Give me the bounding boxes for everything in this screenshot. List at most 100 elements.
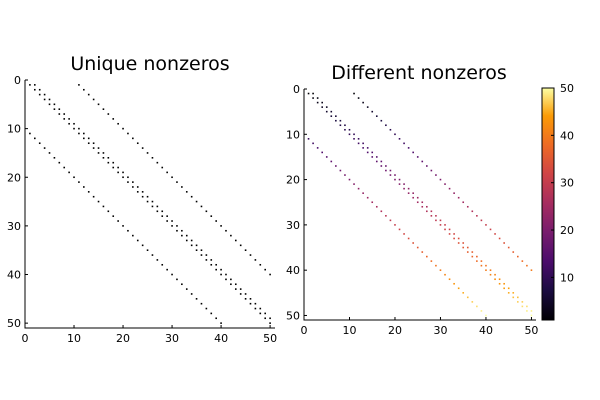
nonzero-mark [426, 255, 428, 258]
nonzero-mark [156, 161, 159, 164]
nonzero-mark [375, 160, 378, 163]
chart-title: Different nonzeros [331, 62, 507, 84]
nonzero-mark [389, 174, 392, 176]
nonzero-mark [407, 192, 410, 194]
nonzero-mark [200, 249, 203, 251]
nonzero-mark [83, 132, 85, 135]
nonzero-mark [357, 142, 360, 145]
nonzero-mark [146, 152, 149, 154]
colorbar: 10 20 30 40 50 [541, 82, 574, 321]
nonzero-mark [112, 215, 115, 217]
nonzero-mark [385, 169, 387, 172]
nonzero-mark [466, 296, 469, 299]
y-tick-label: 30 [286, 219, 300, 232]
x-tick-label: 0 [22, 332, 29, 345]
nonzero-mark [457, 242, 460, 244]
nonzero-mark [249, 298, 252, 300]
nonzero-mark [344, 124, 346, 127]
nonzero-mark [112, 118, 115, 120]
nonzero-mark [156, 210, 159, 213]
nonzero-mark [321, 151, 323, 154]
nonzero-mark [371, 110, 374, 113]
nonzero-mark [136, 239, 139, 242]
nonzero-mark [371, 151, 374, 154]
nonzero-mark [176, 225, 178, 227]
nonzero-mark [181, 229, 183, 232]
colorbar-tick-label: 10 [560, 271, 574, 284]
nonzero-mark [430, 169, 433, 172]
nonzero-mark [53, 103, 56, 106]
nonzero-mark [107, 113, 110, 115]
nonzero-mark [530, 269, 533, 271]
x-tick-label: 30 [433, 324, 447, 337]
nonzero-mark [102, 157, 105, 159]
nonzero-mark [112, 161, 115, 164]
nonzero-mark [426, 210, 428, 213]
nonzero-mark [239, 288, 242, 290]
nonzero-mark [63, 166, 66, 169]
nonzero-mark [73, 176, 75, 179]
colorbar-tick-label: 50 [560, 82, 574, 95]
nonzero-mark [122, 127, 124, 130]
nonzero-mark [457, 196, 460, 199]
y-tick-label: 10 [286, 128, 300, 141]
nonzero-mark [234, 239, 237, 242]
nonzero-mark [403, 233, 405, 235]
nonzero-mark [34, 84, 36, 86]
nonzero-mark [503, 282, 505, 285]
nonzero-mark [225, 229, 227, 232]
nonzero-mark [526, 305, 528, 308]
nonzero-mark [307, 92, 310, 95]
nonzero-mark [394, 224, 396, 226]
nonzero-mark [489, 228, 492, 231]
nonzero-mark [435, 264, 437, 267]
colorbar-ticks: 10 20 30 40 50 [551, 82, 574, 284]
nonzero-mark [521, 301, 524, 303]
nonzero-mark [453, 237, 455, 240]
nonzero-mark [507, 292, 510, 294]
nonzero-mark [316, 101, 319, 104]
nonzero-mark [78, 127, 80, 130]
nonzero-mark [58, 161, 61, 164]
nonzero-mark [435, 215, 437, 217]
nonzero-mark [394, 174, 396, 176]
nonzero-mark [403, 142, 405, 145]
nonzero-mark [83, 186, 85, 188]
nonzero-mark [132, 137, 134, 140]
nonzero-mark [127, 132, 129, 135]
nonzero-mark [43, 147, 46, 149]
nonzero-mark [398, 228, 401, 231]
nonzero-mark [494, 273, 496, 276]
nonzero-mark [38, 142, 41, 145]
nonzero-mark [503, 242, 505, 244]
nonzero-mark [521, 305, 524, 308]
nonzero-mark [416, 196, 419, 199]
nonzero-mark [210, 263, 213, 266]
nonzero-mark [457, 287, 460, 290]
nonzero-mark [141, 195, 144, 198]
nonzero-mark [335, 115, 337, 117]
nonzero-mark [97, 152, 100, 154]
nonzero-mark [375, 115, 378, 117]
nonzero-mark [156, 259, 159, 261]
nonzero-mark [462, 242, 465, 244]
nonzero-mark [97, 200, 100, 203]
nonzero-mark [530, 314, 533, 317]
nonzero-mark [102, 152, 105, 154]
nonzero-mark [476, 215, 478, 217]
nonzero-mark [476, 260, 478, 262]
nonzero-mark [205, 210, 208, 213]
nonzero-mark [435, 219, 437, 222]
nonzero-mark [348, 133, 351, 136]
nonzero-mark [78, 84, 80, 86]
nonzero-mark [485, 314, 487, 317]
y-tick-label: 50 [286, 309, 300, 322]
x-tick-label: 20 [116, 332, 130, 345]
nonzero-mark [166, 268, 168, 271]
nonzero-mark [430, 210, 433, 213]
nonzero-mark [407, 187, 410, 190]
nonzero-mark [353, 133, 355, 136]
nonzero-mark [339, 169, 342, 172]
nonzero-mark [503, 287, 505, 290]
